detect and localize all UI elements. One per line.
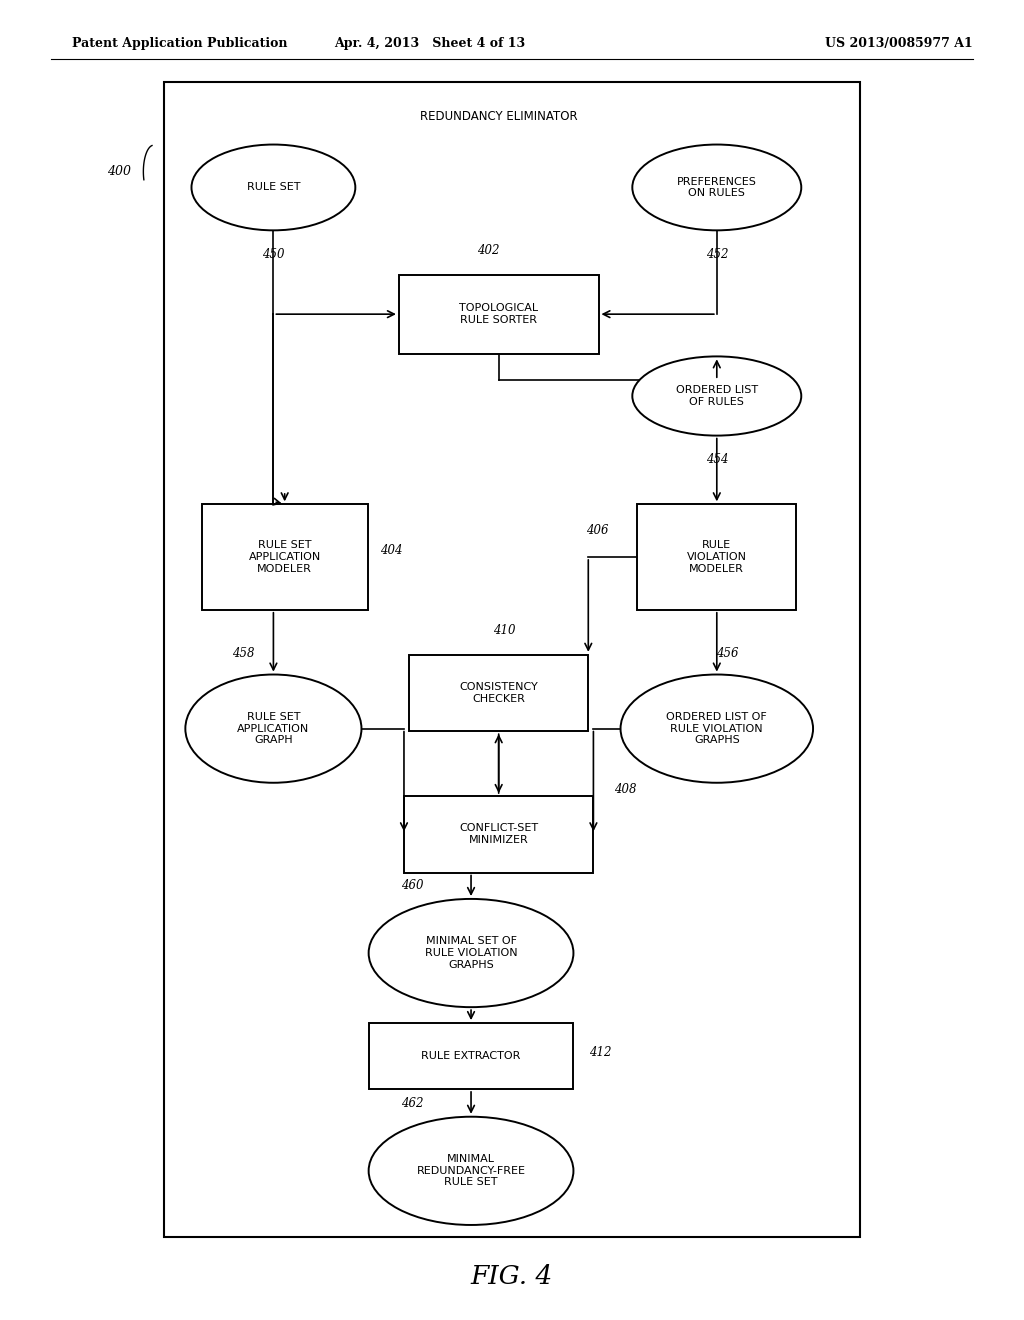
Ellipse shape [185,675,361,783]
Text: US 2013/0085977 A1: US 2013/0085977 A1 [825,37,973,50]
Bar [369,1023,573,1089]
Text: 404: 404 [380,544,402,557]
Text: MINIMAL SET OF
RULE VIOLATION
GRAPHS: MINIMAL SET OF RULE VIOLATION GRAPHS [425,936,517,970]
Text: 400: 400 [108,165,131,178]
Text: RULE EXTRACTOR: RULE EXTRACTOR [421,1051,521,1061]
Bar [398,275,598,354]
Ellipse shape [621,675,813,783]
Ellipse shape [191,144,355,231]
Text: ORDERED LIST OF
RULE VIOLATION
GRAPHS: ORDERED LIST OF RULE VIOLATION GRAPHS [667,711,767,746]
Text: ORDERED LIST
OF RULES: ORDERED LIST OF RULES [676,385,758,407]
Bar [409,655,588,731]
Bar [164,82,860,1237]
Ellipse shape [369,1117,573,1225]
Text: CONSISTENCY
CHECKER: CONSISTENCY CHECKER [460,682,538,704]
Text: 452: 452 [706,248,728,260]
Text: 410: 410 [493,624,515,638]
Text: FIG. 4: FIG. 4 [471,1265,553,1288]
Bar [202,504,368,610]
Text: RULE SET
APPLICATION
MODELER: RULE SET APPLICATION MODELER [249,540,321,574]
Text: 458: 458 [232,647,255,660]
Text: 406: 406 [586,524,608,537]
Text: Patent Application Publication: Patent Application Publication [72,37,287,50]
Text: 456: 456 [716,647,738,660]
Text: 454: 454 [706,453,728,466]
Text: 402: 402 [477,244,500,257]
Text: 412: 412 [589,1045,611,1059]
Bar [403,796,593,873]
Text: RULE SET
APPLICATION
GRAPH: RULE SET APPLICATION GRAPH [238,711,309,746]
Text: TOPOLOGICAL
RULE SORTER: TOPOLOGICAL RULE SORTER [459,304,539,325]
Text: Apr. 4, 2013   Sheet 4 of 13: Apr. 4, 2013 Sheet 4 of 13 [335,37,525,50]
Text: RULE SET: RULE SET [247,182,300,193]
Text: 408: 408 [614,783,636,796]
Text: REDUNDANCY ELIMINATOR: REDUNDANCY ELIMINATOR [420,110,578,123]
Ellipse shape [632,144,801,231]
Text: CONFLICT-SET
MINIMIZER: CONFLICT-SET MINIMIZER [459,824,539,845]
Text: PREFERENCES
ON RULES: PREFERENCES ON RULES [677,177,757,198]
Text: RULE
VIOLATION
MODELER: RULE VIOLATION MODELER [687,540,746,574]
Ellipse shape [632,356,801,436]
Text: MINIMAL
REDUNDANCY-FREE
RULE SET: MINIMAL REDUNDANCY-FREE RULE SET [417,1154,525,1188]
Text: 450: 450 [262,248,285,260]
Ellipse shape [369,899,573,1007]
Text: 460: 460 [401,879,424,892]
Bar [637,504,797,610]
Text: 462: 462 [401,1097,424,1110]
